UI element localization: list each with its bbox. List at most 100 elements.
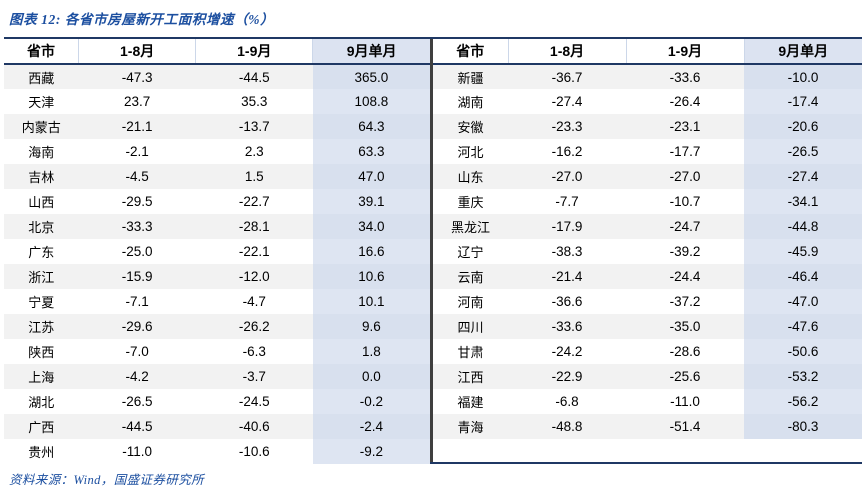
province-cell: 新疆 — [433, 64, 509, 89]
province-cell: 山东 — [433, 164, 509, 189]
value-cell: -7.0 — [78, 339, 196, 364]
province-cell: 福建 — [433, 389, 509, 414]
value-cell: -22.9 — [508, 364, 627, 389]
column-header-sep-single-month: 9月单月 — [743, 39, 862, 65]
province-cell: 吉林 — [4, 164, 79, 189]
value-cell: -11.0 — [626, 389, 744, 414]
value-cell: -56.2 — [744, 389, 862, 414]
value-cell: -27.4 — [508, 89, 627, 114]
province-cell: 北京 — [4, 214, 79, 239]
value-cell: -28.6 — [626, 339, 744, 364]
province-cell: 辽宁 — [433, 239, 509, 264]
value-cell: -24.2 — [508, 339, 627, 364]
value-cell: 1.8 — [312, 339, 430, 364]
value-cell: 16.6 — [312, 239, 430, 264]
table-row: 黑龙江 -17.9 -24.7 -44.8 — [433, 214, 862, 239]
value-cell: -37.2 — [626, 289, 744, 314]
value-cell: -10.7 — [626, 189, 744, 214]
right-table-body: 新疆 -36.7 -33.6 -10.0 湖南 -27.4 -26.4 -17.4 安徽 -23.… — [433, 64, 862, 439]
province-cell: 安徽 — [433, 114, 509, 139]
value-cell: -4.5 — [78, 164, 196, 189]
province-cell: 江苏 — [4, 314, 79, 339]
table-row: 北京 -33.3 -28.1 34.0 — [4, 214, 430, 239]
table-row: 四川 -33.6 -35.0 -47.6 — [433, 314, 862, 339]
province-cell: 内蒙古 — [4, 114, 79, 139]
value-cell: 9.6 — [312, 314, 430, 339]
value-cell: -26.4 — [626, 89, 744, 114]
value-cell: -4.2 — [78, 364, 196, 389]
province-cell: 云南 — [433, 264, 509, 289]
value-cell: -47.0 — [744, 289, 862, 314]
table-row: 福建 -6.8 -11.0 -56.2 — [433, 389, 862, 414]
table-row: 江西 -22.9 -25.6 -53.2 — [433, 364, 862, 389]
value-cell: -33.6 — [508, 314, 627, 339]
value-cell: -38.3 — [508, 239, 627, 264]
value-cell: -53.2 — [744, 364, 862, 389]
value-cell: -47.6 — [744, 314, 862, 339]
value-cell: 10.1 — [312, 289, 430, 314]
value-cell: -51.4 — [626, 414, 744, 439]
table-row: 甘肃 -24.2 -28.6 -50.6 — [433, 339, 862, 364]
value-cell: -9.2 — [312, 439, 430, 464]
value-cell: 10.6 — [312, 264, 430, 289]
left-table-body: 西藏 -47.3 -44.5 365.0 天津 23.7 35.3 108.8 内蒙古 -21.1… — [4, 64, 430, 464]
table-row: 山东 -27.0 -27.0 -27.4 — [433, 164, 862, 189]
value-cell: 64.3 — [312, 114, 430, 139]
value-cell: -44.5 — [78, 414, 196, 439]
value-cell: -34.1 — [744, 189, 862, 214]
value-cell: 1.5 — [195, 164, 313, 189]
value-cell: -0.2 — [312, 389, 430, 414]
table-row: 西藏 -47.3 -44.5 365.0 — [4, 64, 430, 89]
province-cell: 湖北 — [4, 389, 79, 414]
value-cell: -40.6 — [195, 414, 313, 439]
column-header-sep-single-month: 9月单月 — [312, 39, 430, 65]
column-header-1-9m: 1-9月 — [195, 39, 313, 65]
value-cell: 108.8 — [312, 89, 430, 114]
value-cell: -10.6 — [195, 439, 313, 464]
value-cell: -17.9 — [508, 214, 627, 239]
value-cell: -13.7 — [195, 114, 313, 139]
value-cell: 0.0 — [312, 364, 430, 389]
province-cell: 天津 — [4, 89, 79, 114]
source-note: 资料来源：Wind，国盛证券研究所 — [9, 473, 204, 487]
table-row: 安徽 -23.3 -23.1 -20.6 — [433, 114, 862, 139]
value-cell: 34.0 — [312, 214, 430, 239]
value-cell: -27.4 — [744, 164, 862, 189]
value-cell: -17.7 — [626, 139, 744, 164]
value-cell: -12.0 — [195, 264, 313, 289]
value-cell: -10.0 — [744, 64, 862, 89]
value-cell: -16.2 — [508, 139, 627, 164]
province-cell: 海南 — [4, 139, 79, 164]
table-row: 吉林 -4.5 1.5 47.0 — [4, 164, 430, 189]
table-row: 湖南 -27.4 -26.4 -17.4 — [433, 89, 862, 114]
value-cell: 35.3 — [195, 89, 313, 114]
left-table: 省市 1-8月 1-9月 9月单月 西藏 -47.3 -44.5 365.0 天津 23.… — [4, 39, 430, 464]
right-table-header: 省市 1-8月 1-9月 9月单月 — [433, 39, 862, 65]
value-cell: -29.5 — [78, 189, 196, 214]
value-cell: -25.0 — [78, 239, 196, 264]
value-cell: -45.9 — [744, 239, 862, 264]
table-row: 湖北 -26.5 -24.5 -0.2 — [4, 389, 430, 414]
table-row: 河北 -16.2 -17.7 -26.5 — [433, 139, 862, 164]
value-cell: -6.3 — [195, 339, 313, 364]
province-cell: 四川 — [433, 314, 509, 339]
table-row: 江苏 -29.6 -26.2 9.6 — [4, 314, 430, 339]
table-row: 青海 -48.8 -51.4 -80.3 — [433, 414, 862, 439]
value-cell: -2.4 — [312, 414, 430, 439]
value-cell: -21.1 — [78, 114, 196, 139]
table-row: 山西 -29.5 -22.7 39.1 — [4, 189, 430, 214]
value-cell: -46.4 — [744, 264, 862, 289]
province-cell: 重庆 — [433, 189, 509, 214]
table-row: 广东 -25.0 -22.1 16.6 — [4, 239, 430, 264]
value-cell: -26.5 — [744, 139, 862, 164]
left-table-panel: 省市 1-8月 1-9月 9月单月 西藏 -47.3 -44.5 365.0 天津 23.… — [4, 39, 433, 464]
province-cell: 江西 — [433, 364, 509, 389]
province-cell: 广西 — [4, 414, 79, 439]
value-cell: -29.6 — [78, 314, 196, 339]
province-cell: 陕西 — [4, 339, 79, 364]
value-cell: 63.3 — [312, 139, 430, 164]
column-header-1-9m: 1-9月 — [625, 39, 744, 65]
value-cell: -24.5 — [195, 389, 313, 414]
province-cell: 湖南 — [433, 89, 509, 114]
